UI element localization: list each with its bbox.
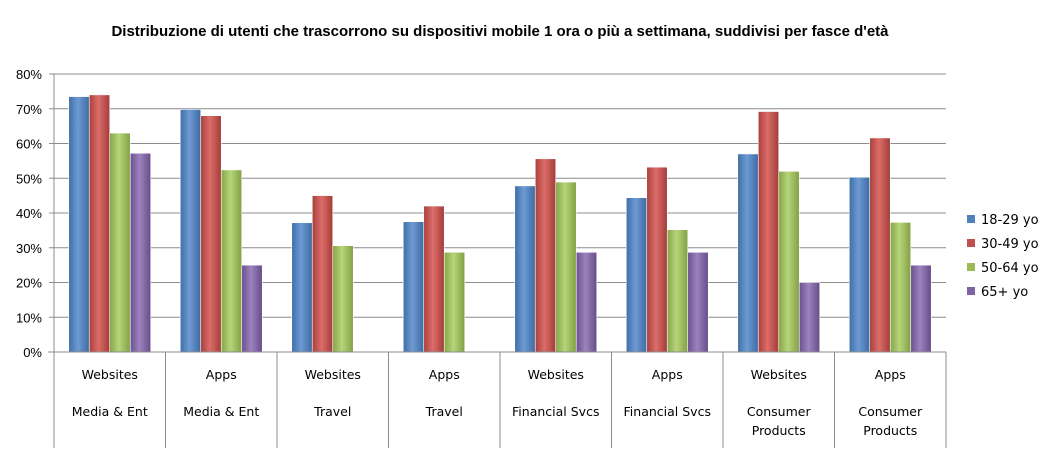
bar [423, 205, 445, 353]
legend-label: 50-64 yo [981, 261, 1039, 276]
category-sector-label: Financial Svcs [512, 404, 599, 419]
category-sector-label: Products [863, 423, 917, 438]
bar [514, 185, 536, 353]
bar [575, 251, 598, 353]
category-labels: Websites Media & Ent Apps Media & Ent Websit… [72, 367, 923, 438]
y-tick-label: 20% [16, 276, 42, 291]
category-sector-label: Consumer [747, 404, 812, 419]
bar [646, 166, 668, 353]
bar [910, 264, 932, 353]
bar [757, 111, 780, 353]
bar [129, 152, 152, 353]
bar [778, 171, 800, 353]
legend-swatch [967, 263, 975, 271]
bar [666, 229, 689, 353]
bar [555, 181, 577, 353]
legend-label: 18-29 yo [981, 213, 1039, 228]
bar [443, 251, 466, 353]
category-type-label: Websites [751, 367, 807, 382]
bar [798, 282, 821, 353]
legend: 18-29 yo 30-49 yo 50-64 yo 65+ yo [967, 213, 1039, 300]
bar [241, 264, 263, 353]
category-type-label: Apps [429, 367, 460, 382]
y-tick-label: 50% [16, 171, 42, 186]
legend-label: 65+ yo [981, 285, 1028, 300]
category-type-label: Apps [206, 367, 237, 382]
category-type-label: Websites [305, 367, 361, 382]
legend-swatch [967, 215, 975, 223]
bar [848, 176, 871, 353]
y-tick-label: 0% [23, 345, 42, 360]
bar [88, 94, 111, 353]
category-type-label: Apps [652, 367, 683, 382]
bar [889, 222, 912, 353]
bar [402, 221, 425, 353]
bar [220, 169, 243, 353]
bar [869, 137, 891, 353]
bar [625, 197, 648, 353]
category-sector-label: Travel [313, 404, 351, 419]
category-type-label: Websites [528, 367, 584, 382]
bar [534, 158, 557, 353]
chart-title: Distribuzione di utenti che trascorrono … [111, 23, 889, 40]
legend-swatch [967, 287, 975, 295]
axes [48, 73, 947, 448]
category-sector-label: Media & Ent [183, 404, 259, 419]
bar [200, 115, 222, 353]
bar [179, 109, 202, 353]
category-sector-label: Consumer [858, 404, 923, 419]
y-tick-label: 60% [16, 137, 42, 152]
bar [332, 245, 354, 353]
category-type-label: Apps [875, 367, 906, 382]
category-sector-label: Travel [425, 404, 463, 419]
y-tick-label: 70% [16, 102, 42, 117]
category-sector-label: Products [752, 423, 806, 438]
y-tick-label: 30% [16, 241, 42, 256]
bar [68, 96, 90, 353]
bar [311, 195, 334, 353]
y-axis-tick-labels: 0% 10% 20% 30% 40% 50% 60% 70% 80% [16, 67, 42, 360]
bars [68, 94, 932, 353]
category-type-label: Websites [82, 367, 138, 382]
legend-swatch [967, 239, 975, 247]
bar [687, 251, 709, 353]
category-sector-label: Financial Svcs [624, 404, 711, 419]
y-tick-label: 80% [16, 67, 42, 82]
category-sector-label: Media & Ent [72, 404, 148, 419]
bar [737, 153, 759, 353]
bar [109, 132, 131, 353]
bar [291, 222, 313, 353]
legend-label: 30-49 yo [981, 237, 1039, 252]
y-tick-label: 40% [16, 206, 42, 221]
y-tick-label: 10% [16, 310, 42, 325]
